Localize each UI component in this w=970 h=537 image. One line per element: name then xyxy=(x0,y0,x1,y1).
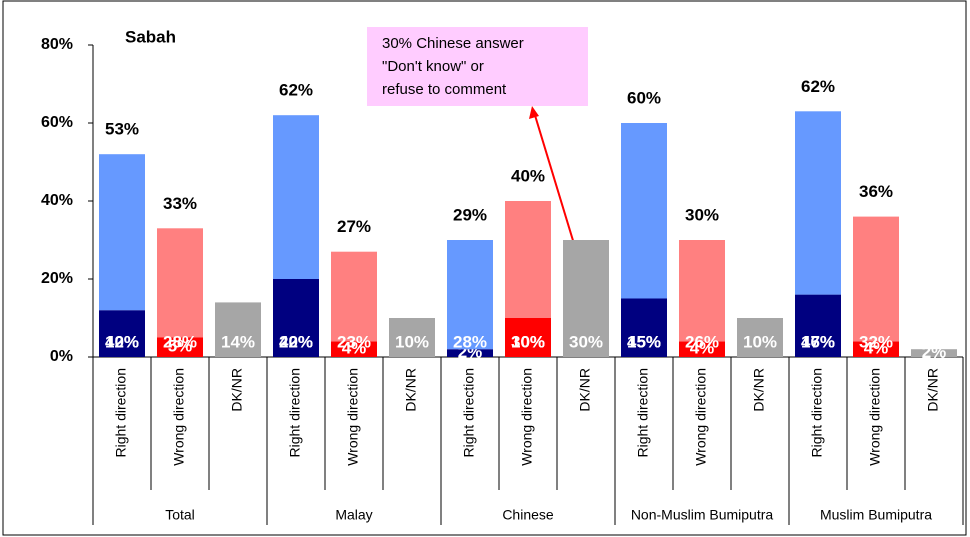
data-label: 10% xyxy=(511,332,545,351)
data-label: 23% xyxy=(337,332,371,351)
group-label: Malay xyxy=(335,507,372,523)
data-label: 10% xyxy=(743,332,777,351)
total-label: 40% xyxy=(511,166,545,185)
data-label: 14% xyxy=(221,332,255,351)
bar-segment xyxy=(795,294,841,357)
bar-segment xyxy=(737,318,783,357)
x-tick-label: Right direction xyxy=(287,368,303,458)
data-label: 16% xyxy=(801,332,835,351)
data-label: 32% xyxy=(859,332,893,351)
data-label: 30% xyxy=(511,332,545,351)
x-tick-label: DK/NR xyxy=(229,368,245,412)
bar-segment xyxy=(911,349,957,357)
group-label: Total xyxy=(165,507,195,523)
annotation-text: "Don't know" or xyxy=(382,58,484,75)
total-label: 53% xyxy=(105,120,139,139)
bar-segment xyxy=(563,240,609,357)
data-label: 26% xyxy=(685,332,719,351)
annotation-text: refuse to comment xyxy=(382,81,507,98)
x-tick-label: Right direction xyxy=(635,368,651,458)
bar-segment xyxy=(273,279,319,357)
chart-title: Sabah xyxy=(125,27,176,46)
group-label: Chinese xyxy=(502,507,554,523)
y-tick-label: 60% xyxy=(41,114,73,131)
y-tick-label: 0% xyxy=(50,348,73,365)
total-label: 29% xyxy=(453,205,487,224)
bar-segment xyxy=(621,123,667,299)
data-label: 42% xyxy=(279,332,313,351)
bar-segment xyxy=(853,216,899,342)
bar-segment xyxy=(157,228,203,338)
bar-segment xyxy=(853,341,899,357)
x-tick-label: Wrong direction xyxy=(867,368,883,466)
annotation-arrow xyxy=(533,111,579,258)
total-label: 36% xyxy=(859,182,893,201)
data-label: 45% xyxy=(627,332,661,351)
total-label: 62% xyxy=(801,77,835,96)
y-tick-label: 80% xyxy=(41,36,73,53)
bar-segment xyxy=(447,240,493,350)
total-label: 33% xyxy=(163,194,197,213)
bar-segment xyxy=(505,318,551,357)
data-label: 10% xyxy=(395,332,429,351)
bar-segment xyxy=(447,349,493,357)
data-label: 5% xyxy=(168,337,193,356)
data-label: 4% xyxy=(864,339,889,358)
x-tick-label: DK/NR xyxy=(403,368,419,412)
group-label: Muslim Bumiputra xyxy=(820,507,932,523)
x-tick-label: DK/NR xyxy=(751,368,767,412)
bar-segment xyxy=(99,310,145,357)
bar-segment xyxy=(273,115,319,279)
y-tick-label: 20% xyxy=(41,270,73,287)
bar-segment xyxy=(99,154,145,311)
x-tick-label: Right direction xyxy=(809,368,825,458)
data-label: 4% xyxy=(342,339,367,358)
total-label: 27% xyxy=(337,217,371,236)
x-tick-label: Wrong direction xyxy=(519,368,535,466)
x-tick-label: Wrong direction xyxy=(171,368,187,466)
bar-segment xyxy=(331,251,377,342)
bar-segment xyxy=(331,341,377,357)
data-label: 20% xyxy=(279,332,313,351)
bar-segment xyxy=(795,111,841,295)
x-tick-label: Wrong direction xyxy=(693,368,709,466)
data-label: 4% xyxy=(690,339,715,358)
x-tick-label: DK/NR xyxy=(925,368,941,412)
data-label: 2% xyxy=(922,343,947,362)
data-label: 12% xyxy=(105,332,139,351)
x-tick-label: Right direction xyxy=(113,368,129,458)
data-label: 40% xyxy=(105,332,139,351)
bar-segment xyxy=(505,201,551,318)
total-label: 62% xyxy=(279,81,313,100)
bar-segment xyxy=(215,302,261,357)
x-tick-label: Wrong direction xyxy=(345,368,361,466)
group-label: Non-Muslim Bumiputra xyxy=(631,507,774,523)
total-label: 30% xyxy=(685,205,719,224)
annotation-box xyxy=(367,27,588,106)
x-tick-label: Right direction xyxy=(461,368,477,458)
bar-segment xyxy=(389,318,435,357)
bar-segment xyxy=(621,298,667,357)
data-label: 15% xyxy=(627,332,661,351)
annotation-text: 30% Chinese answer xyxy=(382,35,524,52)
arrow-head xyxy=(529,106,539,119)
x-tick-label: DK/NR xyxy=(577,368,593,412)
data-label: 28% xyxy=(163,332,197,351)
bar-segment xyxy=(157,337,203,357)
data-label: 47% xyxy=(801,332,835,351)
data-label: 30% xyxy=(569,332,603,351)
total-label: 60% xyxy=(627,88,661,107)
bar-segment xyxy=(679,240,725,342)
bar-segment xyxy=(679,341,725,357)
y-tick-label: 40% xyxy=(41,192,73,209)
data-label: 28% xyxy=(453,332,487,351)
